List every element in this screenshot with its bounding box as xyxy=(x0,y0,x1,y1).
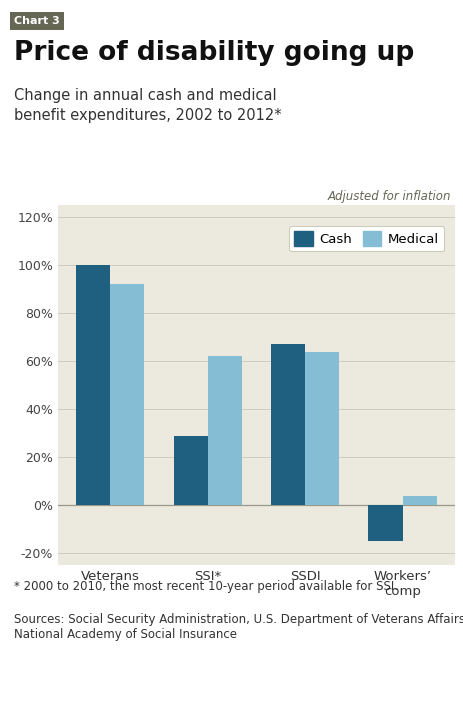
Bar xyxy=(110,284,144,505)
Bar xyxy=(76,265,110,505)
Bar xyxy=(368,505,402,541)
Bar xyxy=(173,436,207,505)
Text: Adjusted for inflation: Adjusted for inflation xyxy=(326,190,450,204)
Text: * 2000 to 2010, the most recent 10-year period available for SSI.: * 2000 to 2010, the most recent 10-year … xyxy=(14,580,397,593)
Text: Sources: Social Security Administration, U.S. Department of Veterans Affairs,
Na: Sources: Social Security Administration,… xyxy=(14,613,463,642)
Legend: Cash, Medical: Cash, Medical xyxy=(288,226,443,251)
Text: Price of disability going up: Price of disability going up xyxy=(14,40,413,66)
Bar xyxy=(207,356,241,505)
Bar xyxy=(402,495,436,505)
Bar xyxy=(305,351,338,505)
Text: Chart 3: Chart 3 xyxy=(14,16,60,26)
Text: Change in annual cash and medical
benefit expenditures, 2002 to 2012*: Change in annual cash and medical benefi… xyxy=(14,88,281,122)
Bar xyxy=(270,344,305,505)
